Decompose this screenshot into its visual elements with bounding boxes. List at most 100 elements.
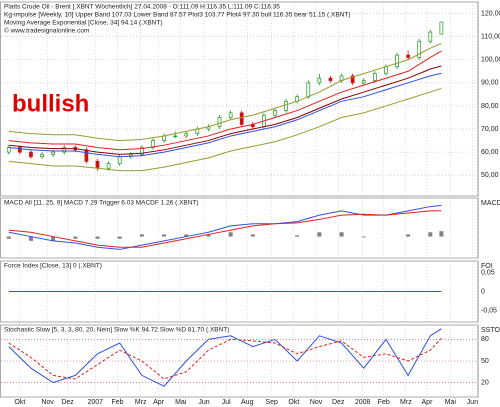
candle-body — [62, 147, 67, 153]
candle-body — [228, 112, 233, 118]
histogram-bar — [295, 235, 300, 237]
y-tick-label: 80 — [481, 336, 489, 343]
candle-body — [439, 21, 444, 35]
y-tick-label: 60,00 — [481, 149, 499, 156]
x-tick-label: Jul — [222, 399, 231, 406]
x-tick-label: Mrz — [400, 399, 412, 406]
y-tick-label: 50 — [481, 358, 489, 365]
y-tick-label: -0,05 — [481, 307, 497, 314]
x-tick-label: Nov — [41, 399, 54, 406]
candle-body — [173, 135, 178, 138]
candle-body — [84, 149, 89, 162]
x-tick-label: Apr — [422, 399, 434, 406]
candle-body — [306, 82, 311, 98]
histogram-bar — [6, 236, 11, 239]
x-tick-label: 2007 — [88, 399, 104, 406]
y-tick-label: 20 — [481, 379, 489, 386]
candle-body — [51, 151, 55, 155]
candle-body — [6, 147, 11, 153]
series-line — [8, 72, 442, 158]
histogram-bar — [317, 232, 322, 237]
x-tick-label: Sep — [265, 399, 278, 406]
annotation-bullish: bullish — [12, 90, 89, 117]
y-tick-label: 70,00 — [481, 126, 499, 133]
series-line — [8, 210, 442, 248]
x-tick-label: Okt — [288, 399, 299, 406]
histogram-bar — [117, 236, 122, 239]
candle-body — [151, 140, 155, 148]
x-tick-label: Feb — [378, 399, 390, 406]
series-line — [8, 43, 442, 142]
y-tick-label: 100,00 — [481, 57, 500, 64]
histogram-bar — [206, 234, 211, 237]
panel-title: Stochastic Slow [5, 3, 3, 80, 20, Nein] … — [4, 327, 229, 334]
y-tick-label: 120,00 — [481, 10, 500, 17]
candle-body — [162, 135, 166, 141]
y-tick-label: 0,05 — [481, 269, 495, 276]
candle-body — [361, 80, 366, 84]
histogram-bar — [73, 236, 78, 239]
candle-body — [428, 31, 433, 42]
x-tick-label: Jun — [467, 399, 478, 406]
candle-body — [384, 66, 388, 74]
candle-body — [350, 75, 355, 84]
y-tick-label: 50,00 — [481, 172, 499, 179]
series-line — [8, 65, 442, 155]
candle-body — [40, 154, 44, 158]
panel-label: SSTOC — [481, 327, 500, 334]
panel-label: MACD — [481, 200, 500, 207]
histogram-bar — [250, 234, 255, 237]
histogram-bar — [139, 234, 144, 237]
candle-body — [239, 112, 244, 125]
histogram-bar — [51, 236, 56, 241]
candle-body — [29, 151, 33, 158]
x-tick-label: Dez — [332, 399, 345, 406]
histogram-bar — [162, 234, 167, 237]
candle-body — [117, 156, 122, 165]
header-line: Moving Average Exponential [Close, 34] 9… — [4, 20, 163, 27]
x-tick-label: Jun — [198, 399, 209, 406]
candle-body — [184, 133, 189, 137]
candle-body — [317, 77, 322, 84]
x-tick-label: Mai — [175, 399, 187, 406]
histogram-bar — [184, 234, 189, 237]
candle-body — [273, 110, 277, 116]
series-line — [8, 328, 442, 387]
candle-body — [140, 147, 144, 155]
x-tick-label: 2008 — [355, 399, 371, 406]
histogram-bar — [228, 232, 233, 237]
x-tick-label: Mrz — [135, 399, 147, 406]
x-tick-label: Mai — [445, 399, 457, 406]
candle-body — [217, 117, 222, 128]
candle-body — [406, 54, 410, 58]
candle-body — [284, 100, 288, 111]
y-tick-label: 80,00 — [481, 103, 499, 110]
candle-body — [18, 147, 22, 153]
candle-body — [417, 40, 422, 58]
y-tick-label: 90,00 — [481, 80, 499, 87]
x-tick-label: Aug — [241, 399, 254, 406]
y-tick-label: 110,00 — [481, 33, 500, 40]
histogram-bar — [406, 234, 411, 237]
x-tick-label: Apr — [153, 399, 165, 406]
x-tick-label: Dez — [61, 399, 74, 406]
histogram-bar — [428, 232, 433, 237]
header-line: Kg-impulse [Weekly, 10] Upper Band 107.0… — [4, 12, 351, 19]
x-tick-label: Okt — [14, 399, 25, 406]
panel-label: FOI — [481, 263, 493, 270]
candle-body — [106, 163, 111, 169]
panel-title: Platts Crude Oil - Brent [.XBNT Wöchentl… — [4, 4, 280, 11]
series-line — [8, 337, 442, 380]
candle-body — [372, 73, 377, 81]
histogram-bar — [439, 231, 444, 237]
histogram-bar — [361, 236, 366, 238]
candle-body — [95, 161, 100, 169]
series-line — [8, 87, 442, 172]
panel-title: Force Index [Close, 13] 0 (.XBNT) — [4, 263, 102, 270]
y-tick-label: 0 — [481, 288, 485, 295]
histogram-bar — [95, 236, 100, 239]
candle-body — [395, 54, 399, 68]
candle-body — [328, 77, 333, 81]
header-line: © www.tradesignalonline.com — [4, 27, 89, 35]
